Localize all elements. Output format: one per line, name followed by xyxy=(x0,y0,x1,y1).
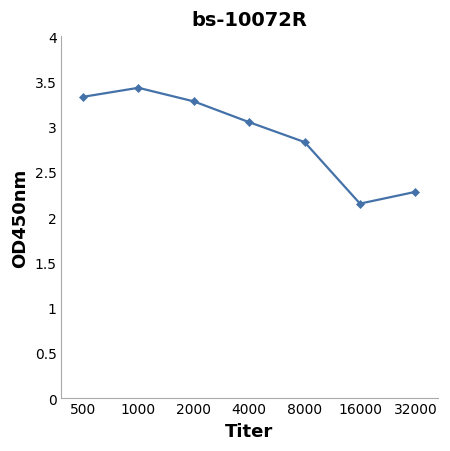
X-axis label: Titer: Titer xyxy=(225,422,273,440)
Title: bs-10072R: bs-10072R xyxy=(191,11,307,30)
Y-axis label: OD450nm: OD450nm xyxy=(11,168,29,267)
